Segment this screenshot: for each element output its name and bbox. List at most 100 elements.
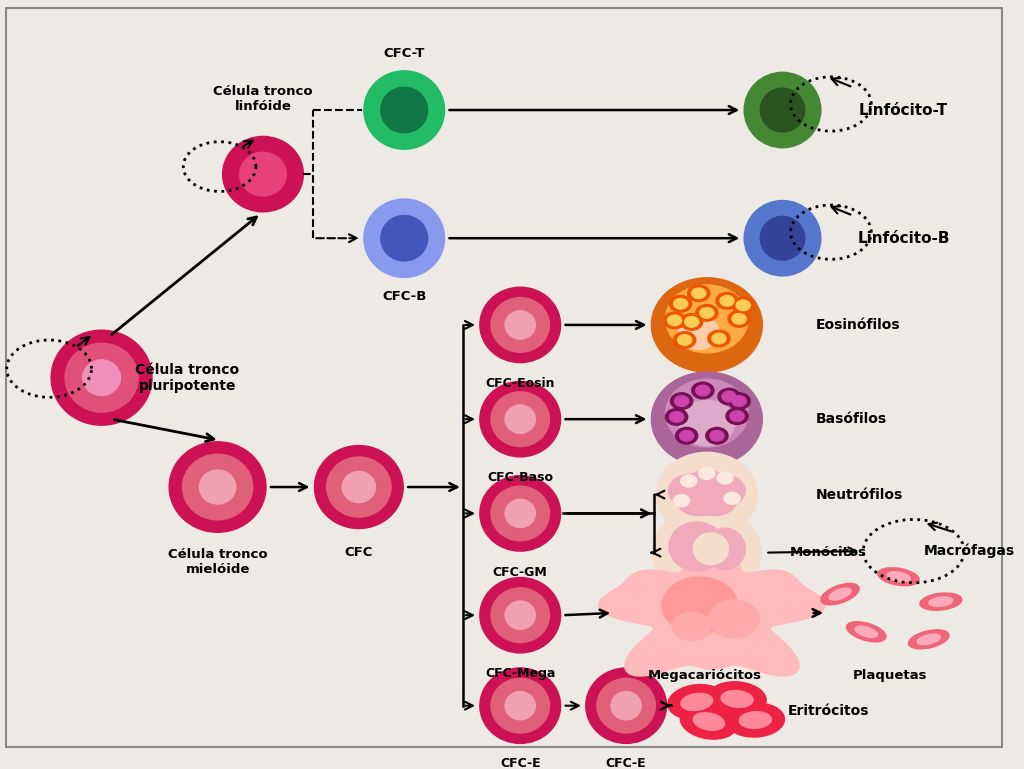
Ellipse shape (240, 152, 287, 196)
Ellipse shape (480, 578, 560, 653)
Ellipse shape (381, 215, 428, 261)
Ellipse shape (693, 713, 725, 731)
Ellipse shape (744, 201, 821, 276)
Ellipse shape (505, 311, 536, 339)
Circle shape (706, 428, 728, 444)
Ellipse shape (490, 298, 550, 352)
Ellipse shape (666, 379, 749, 447)
Ellipse shape (739, 711, 771, 728)
Text: Eritrócitos: Eritrócitos (787, 704, 869, 718)
Text: CFC-T: CFC-T (384, 47, 425, 60)
Circle shape (681, 475, 696, 487)
Ellipse shape (668, 684, 726, 719)
Circle shape (692, 382, 714, 399)
Circle shape (675, 396, 689, 406)
Text: CFC-Mega: CFC-Mega (485, 667, 555, 680)
Circle shape (695, 385, 710, 396)
Text: CFC-E: CFC-E (500, 757, 541, 769)
Ellipse shape (480, 381, 560, 457)
Ellipse shape (679, 315, 719, 349)
Circle shape (670, 295, 692, 312)
Ellipse shape (673, 612, 711, 641)
Circle shape (708, 330, 730, 347)
Text: Eosinófilos: Eosinófilos (816, 318, 900, 332)
Circle shape (669, 474, 713, 508)
Text: CFC-B: CFC-B (382, 290, 426, 303)
Circle shape (730, 411, 744, 421)
Ellipse shape (611, 691, 641, 720)
Ellipse shape (200, 470, 236, 504)
Circle shape (699, 308, 714, 318)
Ellipse shape (681, 694, 713, 711)
Ellipse shape (327, 457, 391, 517)
Ellipse shape (721, 691, 753, 707)
Text: Célula tronco
mielóide: Célula tronco mielóide (168, 548, 267, 577)
Text: Célula tronco
pluripotente: Célula tronco pluripotente (135, 363, 240, 393)
Circle shape (726, 408, 749, 424)
Text: Megacariócitos: Megacariócitos (648, 669, 762, 682)
Ellipse shape (222, 136, 303, 211)
Text: Célula tronco
linfóide: Célula tronco linfóide (213, 85, 312, 113)
Ellipse shape (51, 330, 152, 425)
Circle shape (674, 298, 688, 309)
Circle shape (692, 288, 706, 298)
Circle shape (712, 333, 726, 344)
Circle shape (670, 411, 684, 422)
Circle shape (674, 494, 690, 507)
Text: CFC: CFC (345, 546, 373, 559)
Circle shape (685, 317, 698, 327)
Circle shape (722, 391, 736, 402)
Ellipse shape (887, 572, 910, 581)
Circle shape (736, 300, 751, 311)
Circle shape (698, 468, 715, 480)
Ellipse shape (505, 601, 536, 629)
Ellipse shape (490, 392, 550, 447)
Circle shape (685, 471, 729, 504)
Text: CFC-Eosin: CFC-Eosin (485, 378, 555, 390)
Text: Basófilos: Basófilos (816, 412, 887, 426)
Ellipse shape (709, 600, 760, 638)
Ellipse shape (676, 471, 738, 515)
Ellipse shape (505, 691, 536, 720)
Circle shape (666, 408, 688, 425)
Circle shape (668, 315, 682, 325)
Polygon shape (599, 529, 825, 676)
Ellipse shape (855, 626, 878, 638)
Ellipse shape (505, 499, 536, 528)
Circle shape (700, 474, 745, 508)
Ellipse shape (597, 678, 655, 733)
Ellipse shape (480, 287, 560, 363)
Ellipse shape (760, 216, 805, 260)
Ellipse shape (651, 278, 762, 372)
Ellipse shape (662, 577, 737, 634)
Ellipse shape (726, 703, 784, 737)
Circle shape (732, 314, 746, 325)
Circle shape (718, 388, 740, 404)
Ellipse shape (490, 588, 550, 643)
Ellipse shape (314, 445, 403, 528)
Text: CFC-Baso: CFC-Baso (487, 471, 553, 484)
Ellipse shape (847, 621, 886, 642)
Ellipse shape (364, 199, 444, 278)
Ellipse shape (490, 486, 550, 541)
Ellipse shape (829, 588, 851, 600)
Ellipse shape (918, 634, 940, 644)
Circle shape (676, 428, 697, 444)
Circle shape (717, 472, 733, 484)
Ellipse shape (480, 476, 560, 551)
Ellipse shape (669, 522, 725, 571)
Ellipse shape (652, 507, 761, 598)
Circle shape (680, 431, 693, 441)
Ellipse shape (908, 630, 949, 649)
Ellipse shape (65, 343, 138, 412)
Circle shape (732, 396, 746, 406)
Ellipse shape (920, 593, 962, 611)
Circle shape (692, 482, 737, 516)
Ellipse shape (666, 285, 749, 353)
Ellipse shape (182, 454, 253, 520)
Ellipse shape (651, 372, 762, 466)
Ellipse shape (169, 441, 266, 532)
Text: CFC-GM: CFC-GM (493, 566, 548, 579)
Ellipse shape (480, 668, 560, 744)
Circle shape (674, 331, 695, 348)
